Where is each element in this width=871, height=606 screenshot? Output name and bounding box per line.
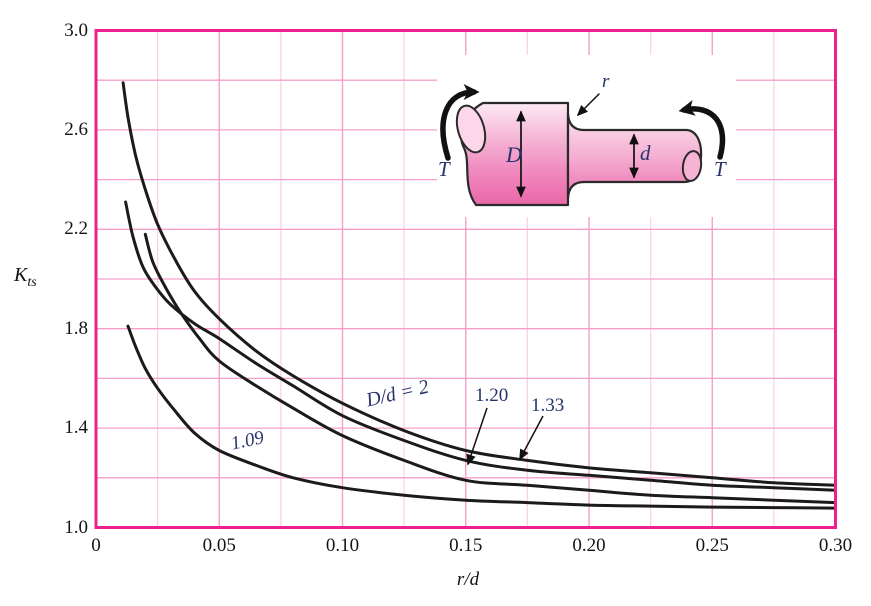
- curve-d-d-2: [121, 81, 837, 487]
- x-tick-label: 0.30: [818, 535, 853, 556]
- x-tick-label: 0.20: [572, 535, 606, 556]
- pointer-arrow-133: [519, 415, 544, 461]
- small-shaft-break-loop: [681, 150, 703, 182]
- curves: [121, 81, 837, 510]
- y-tick-label: 1.0: [64, 516, 88, 538]
- x-tick-label: 0.25: [695, 535, 729, 556]
- label-pointers: [466, 407, 544, 466]
- curve-d-d-1.09: [126, 324, 837, 510]
- y-tick-label: 3.0: [64, 19, 88, 41]
- curve-label-133: 1.33: [531, 395, 565, 416]
- pointer-arrow-120: [466, 407, 488, 466]
- x-tick-label: 0.15: [449, 535, 483, 556]
- small-diameter-label: d: [640, 141, 651, 165]
- y-axis-label: Kts: [14, 264, 37, 291]
- large-diameter-label: D: [506, 142, 522, 167]
- y-tick-label: 2.2: [64, 218, 88, 240]
- torque-label-left: T: [438, 157, 450, 181]
- fillet-radius-label: r: [602, 71, 610, 92]
- x-tick-label: 0.10: [325, 535, 360, 556]
- torque-label-right: T: [714, 157, 726, 181]
- shaft-diagram: [440, 84, 726, 207]
- y-tick-label: 1.4: [64, 417, 88, 439]
- x-tick-label: 0: [91, 535, 101, 556]
- curve-d-d-1.20: [143, 232, 837, 505]
- x-tick-label: 0.05: [202, 535, 236, 556]
- plot-border: [94, 29, 837, 529]
- y-axis-label-sub: ts: [27, 275, 37, 290]
- curve-d-d-1.33: [124, 200, 837, 492]
- y-tick-label: 1.8: [64, 317, 88, 339]
- torque-arrow-left: [440, 84, 480, 161]
- y-tick-label: 2.6: [64, 118, 88, 140]
- large-shaft-break-loop: [455, 104, 487, 154]
- y-axis-label-main: K: [14, 264, 28, 286]
- fillet-pointer-arrow: [576, 93, 600, 117]
- x-axis-label: r/d: [456, 569, 480, 590]
- curve-label-120: 1.20: [475, 385, 509, 406]
- torque-arrow-right: [678, 100, 726, 160]
